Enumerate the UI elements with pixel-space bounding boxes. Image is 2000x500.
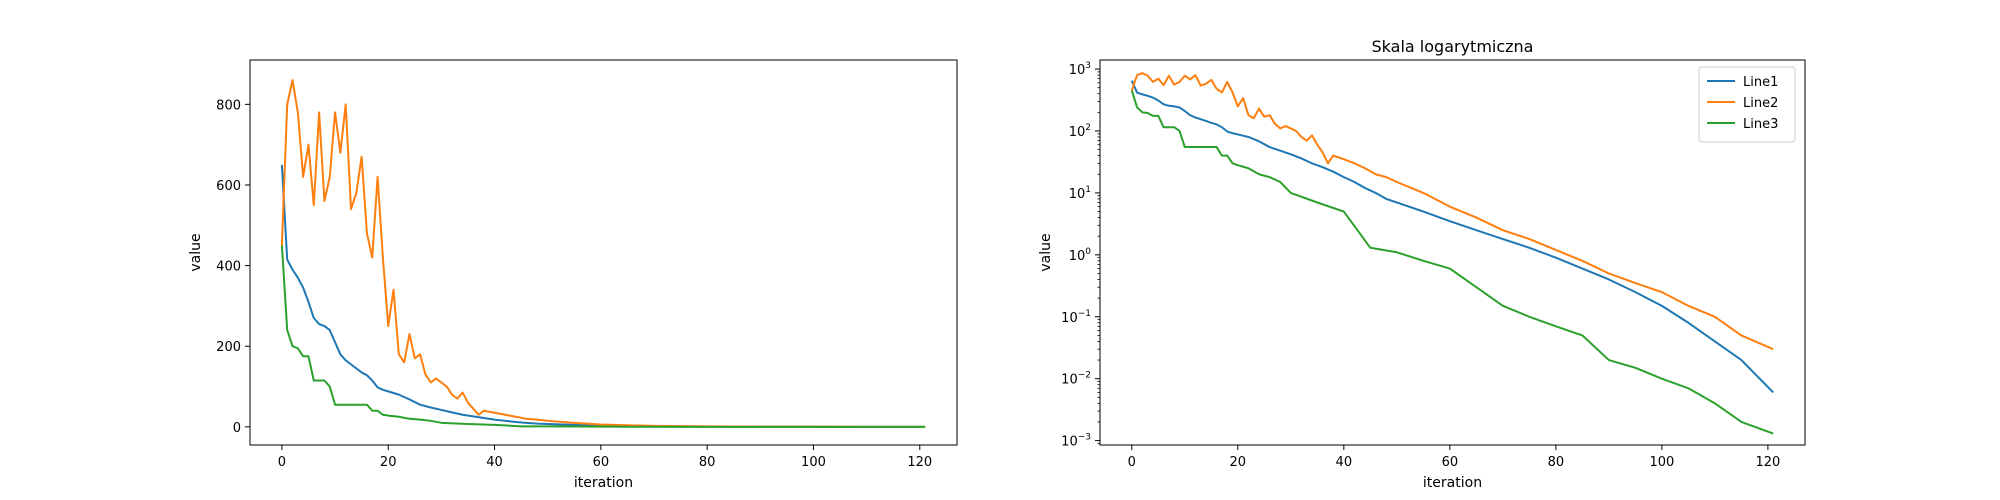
- x-tick-label: 80: [699, 455, 716, 470]
- y-tick-label: 102: [1069, 123, 1091, 140]
- x-tick-label: 40: [1336, 455, 1353, 470]
- y-tick-label: 800: [216, 98, 241, 113]
- chart-title: Skala logarytmiczna: [1372, 37, 1534, 56]
- series-line-3: [280, 245, 926, 428]
- x-tick-label: 120: [1755, 455, 1780, 470]
- legend-label: Line1: [1743, 75, 1778, 90]
- x-axis-label: iteration: [1423, 475, 1482, 491]
- plot-frame: [1099, 59, 1806, 446]
- x-tick-label: 120: [907, 455, 932, 470]
- series-line-1: [1130, 80, 1774, 394]
- y-tick-label: 600: [216, 179, 241, 194]
- x-tick-label: 80: [1548, 455, 1565, 470]
- legend-label: Line2: [1743, 96, 1778, 111]
- y-axis-label: value: [1038, 233, 1054, 271]
- y-tick-label: 100: [1069, 247, 1092, 264]
- legend-label: Line3: [1743, 117, 1778, 132]
- x-tick-label: 100: [1649, 455, 1674, 470]
- series-line-2: [1130, 72, 1774, 351]
- y-tick-label: 101: [1069, 185, 1091, 202]
- x-tick-label: 100: [801, 455, 826, 470]
- y-axis-label: value: [188, 233, 204, 271]
- x-tick-label: 60: [1442, 455, 1459, 470]
- x-tick-label: 40: [486, 455, 503, 470]
- series-line-2: [280, 79, 926, 428]
- linear-chart: 0 20 40 60 80 100 120 0 200 400 600 800 iteration val…: [188, 59, 958, 491]
- x-tick-label: 20: [380, 455, 397, 470]
- x-tick-label: 0: [278, 455, 286, 470]
- y-tick-label: 0: [233, 421, 241, 436]
- y-tick-label: 103: [1069, 61, 1091, 78]
- y-tick-label: 10−3: [1061, 433, 1091, 450]
- series-line-3: [1130, 90, 1774, 435]
- x-tick-label: 0: [1128, 455, 1136, 470]
- x-tick-label: 20: [1230, 455, 1247, 470]
- x-axis-label: iteration: [574, 475, 633, 491]
- plot-frame: [249, 59, 958, 446]
- y-tick-label: 200: [216, 340, 241, 355]
- y-tick-label: 400: [216, 260, 241, 275]
- y-tick-label: 10−2: [1061, 371, 1091, 388]
- x-tick-label: 60: [593, 455, 610, 470]
- log-chart: 0 20 40 60 80 100 120 10−3 10−2 10−1 100 101 102 103 i…: [1038, 37, 1806, 491]
- y-tick-label: 10−1: [1061, 309, 1091, 326]
